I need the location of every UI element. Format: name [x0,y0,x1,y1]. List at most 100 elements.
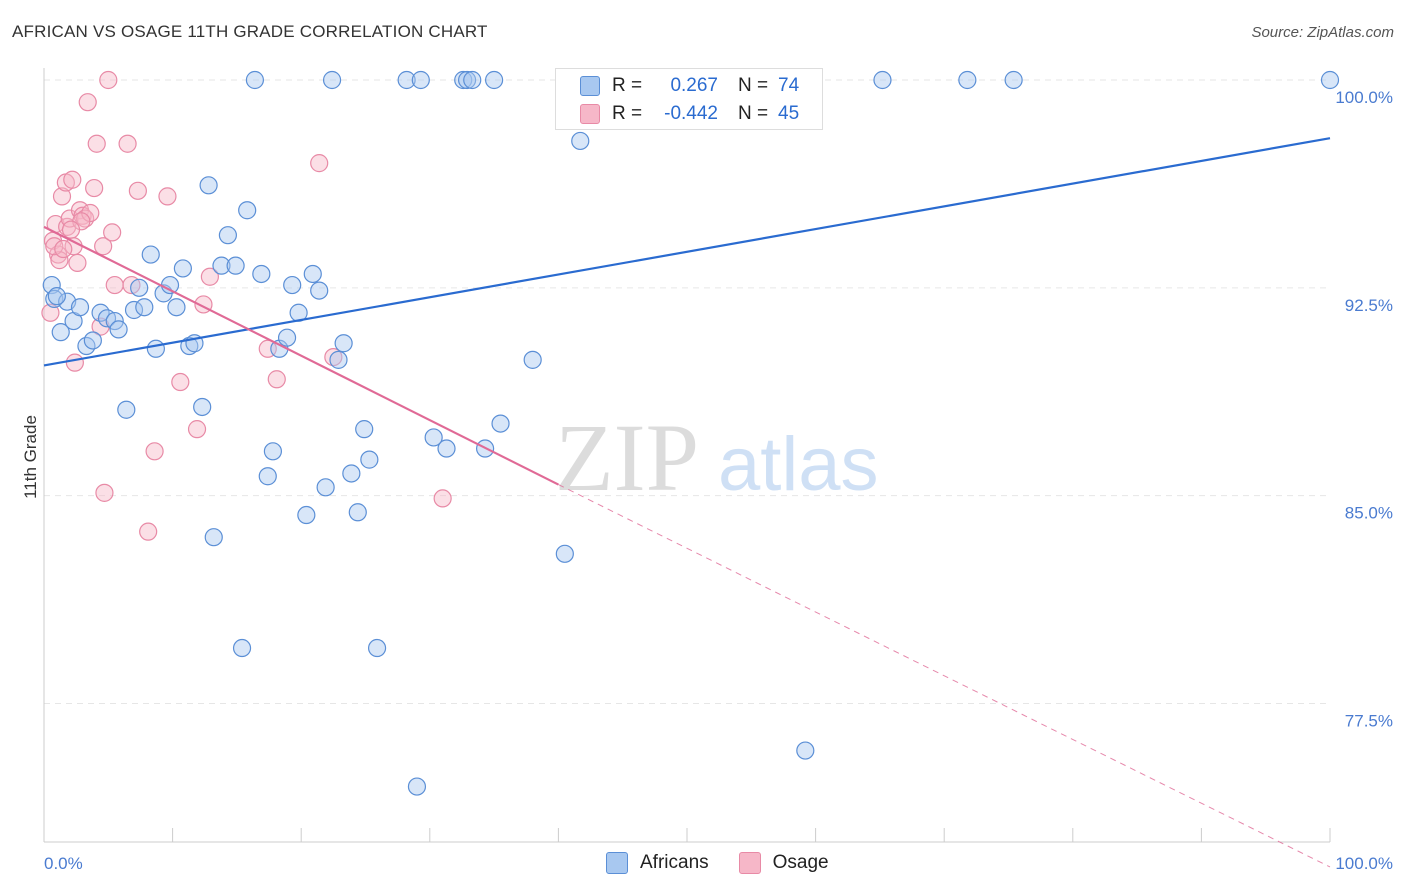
r-label: R = [612,75,643,96]
osage-point [324,347,343,367]
africans-point [297,505,316,525]
osage-point [95,483,114,502]
africans-point [141,245,160,264]
osage-point [50,251,69,270]
africans-legend-swatch [606,852,628,874]
osage-point [41,303,60,322]
n-value: 74 [778,75,800,96]
watermark-atlas: atlas [718,422,879,507]
legend-row-osage: R = -0.442 N = 45 [580,101,799,127]
osage-trend-extension [558,484,1331,868]
series-legend: Africans Osage [606,852,859,874]
africans-point [226,256,245,275]
africans-point [367,638,387,658]
osage-point [54,239,73,259]
osage-point [171,372,190,392]
osage-trend-line [43,225,559,486]
osage-legend-swatch [738,852,761,874]
africans-point [334,334,353,353]
legend-item-osage[interactable]: Osage [738,852,829,874]
africans-point [283,275,302,295]
africans-legend-label: Africans [640,852,709,873]
zipatlas-watermark: ZIP atlas [555,404,879,511]
africans-point [407,777,427,796]
osage-point [78,93,97,112]
osage-point [310,154,329,173]
africans-point [457,70,477,90]
osage-point [65,353,84,372]
trend-lines [43,137,1331,868]
africans-point [232,638,252,658]
osage-point [118,134,137,153]
osage-point [128,181,147,200]
n-value: 45 [778,103,800,124]
y-tick-label: 92.5% [1345,296,1393,315]
africans-point [47,287,66,306]
africans-trend-line [43,137,1331,367]
axes [43,68,1331,843]
africans-point [180,336,199,356]
osage-point [105,275,124,295]
africans-point [463,70,482,90]
osage-point [187,420,207,439]
legend-item-africans[interactable]: Africans [606,852,709,874]
n-label: N = [738,103,769,124]
osage-point [85,178,104,198]
africans-point [348,503,367,522]
osage-legend-label: Osage [772,852,829,873]
watermark-zip: ZIP [555,404,699,511]
africans-swatch [580,76,600,96]
x-tick-label: 0.0% [44,854,83,873]
n-label: N = [738,75,769,96]
africans-point [245,70,265,90]
africans-point [218,226,237,245]
africans-point [83,331,102,350]
africans-point [212,256,231,275]
legend-row-africans: R = 0.267 N = 74 [580,73,799,99]
africans-point [342,464,361,483]
x-tick-label: 100.0% [1335,854,1393,873]
osage-point [61,220,81,239]
africans-point [252,264,271,284]
africans-point [51,323,70,342]
osage-point [63,170,82,189]
africans-point [238,201,257,220]
y-axis-label: 11th Grade [21,415,40,499]
r-value: 0.267 [670,75,718,96]
chart-title: AFRICAN VS OSAGE 11TH GRADE CORRELATION … [12,22,488,41]
africans-point [70,298,90,317]
osage-point [103,223,122,242]
africans-point [135,298,154,317]
africans-point [411,70,430,90]
africans-point [329,350,348,369]
source-label: Source: ZipAtlas.com [1251,24,1394,41]
osage-point [99,70,118,90]
africans-point [310,281,329,300]
grid-lines [44,79,1330,704]
r-label: R = [612,103,643,124]
osage-point [433,489,452,508]
africans-point [146,339,165,358]
africans-point [109,320,128,339]
africans-point [263,442,283,461]
africans-point [873,70,892,90]
africans-point [167,298,186,317]
osage-point [87,134,106,153]
africans-point [796,741,815,760]
africans-point [193,397,212,417]
osage-point [200,267,219,286]
osage-point [94,237,113,256]
africans-point [277,328,297,347]
correlation-legend: R = 0.267 N = 74 R = -0.442 N = 45 [555,68,823,130]
africans-point [437,439,456,458]
r-value: -0.442 [664,103,718,124]
africans-point [130,278,149,297]
africans-point [204,528,223,547]
africans-point [117,400,136,419]
y-tick-labels: 77.5% 85.0% 92.5% 100.0% [1335,88,1393,730]
africans-point [316,478,335,497]
africans-point [555,544,574,563]
africans-point [1320,70,1340,90]
africans-point [958,70,977,90]
osage-point [68,253,87,272]
